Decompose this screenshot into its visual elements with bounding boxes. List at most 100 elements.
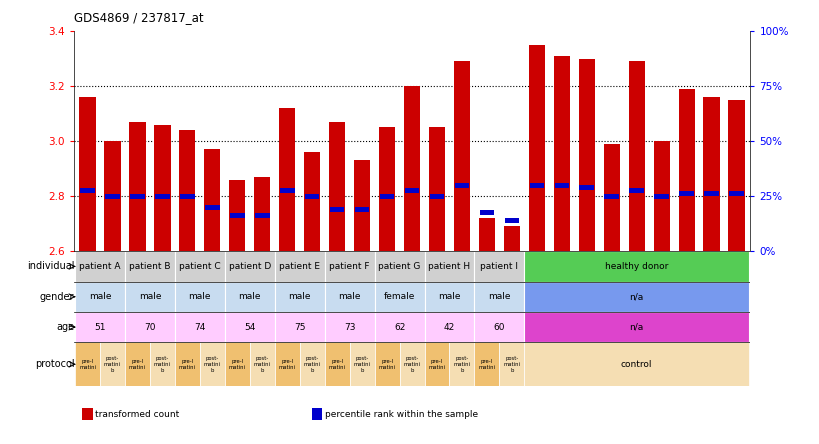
Bar xyxy=(229,213,244,218)
Text: male: male xyxy=(288,292,310,301)
Bar xyxy=(454,183,468,188)
Bar xyxy=(100,342,124,386)
Bar xyxy=(324,281,374,312)
Text: post-
matini
b: post- matini b xyxy=(403,356,420,373)
Text: 70: 70 xyxy=(144,323,156,332)
Bar xyxy=(499,342,523,386)
Text: individual: individual xyxy=(27,262,75,271)
Bar xyxy=(329,207,344,212)
Text: 60: 60 xyxy=(493,323,505,332)
Bar xyxy=(150,342,174,386)
Text: pre-I
matini: pre-I matini xyxy=(328,359,346,370)
Bar xyxy=(104,141,120,251)
Text: protocol: protocol xyxy=(34,359,75,369)
Text: 54: 54 xyxy=(244,323,256,332)
Bar xyxy=(523,281,748,312)
Bar xyxy=(628,61,644,251)
Text: pre-I
matini: pre-I matini xyxy=(179,359,196,370)
Text: 51: 51 xyxy=(94,323,106,332)
Bar xyxy=(479,210,494,215)
Bar xyxy=(200,342,224,386)
Bar xyxy=(378,127,395,251)
Bar xyxy=(727,100,744,251)
Bar xyxy=(224,342,250,386)
Bar xyxy=(704,191,718,196)
Text: age: age xyxy=(57,322,75,332)
Text: transformed count: transformed count xyxy=(95,410,179,419)
Bar xyxy=(224,251,274,281)
Text: post-
matini
b: post- matini b xyxy=(503,356,520,373)
Bar xyxy=(155,194,170,198)
Bar xyxy=(677,89,694,251)
Text: male: male xyxy=(238,292,260,301)
Bar xyxy=(80,188,95,193)
Text: patient B: patient B xyxy=(129,262,170,271)
Bar xyxy=(354,160,370,251)
Bar xyxy=(379,194,394,198)
Text: post-
matini
b: post- matini b xyxy=(104,356,121,373)
Bar xyxy=(75,342,100,386)
Text: patient C: patient C xyxy=(179,262,220,271)
Bar xyxy=(254,177,270,251)
Bar xyxy=(355,207,369,212)
Bar xyxy=(424,251,474,281)
Text: male: male xyxy=(138,292,161,301)
Bar xyxy=(449,342,474,386)
Text: patient H: patient H xyxy=(428,262,470,271)
Bar xyxy=(503,226,519,251)
Bar xyxy=(474,312,523,342)
Bar xyxy=(504,218,518,223)
Bar xyxy=(523,251,748,281)
Bar xyxy=(554,183,568,188)
Bar xyxy=(428,127,445,251)
Text: pre-I
matini: pre-I matini xyxy=(129,359,146,370)
Bar xyxy=(75,251,124,281)
Text: post-
matini
b: post- matini b xyxy=(154,356,170,373)
Bar xyxy=(474,281,523,312)
Bar xyxy=(129,122,146,251)
Bar xyxy=(174,251,224,281)
Bar xyxy=(474,342,499,386)
Text: post-
matini
b: post- matini b xyxy=(453,356,470,373)
Bar xyxy=(654,194,668,198)
Bar xyxy=(79,97,96,251)
Bar xyxy=(75,281,124,312)
Bar xyxy=(204,150,220,251)
Bar xyxy=(154,125,170,251)
Text: post-
matini
b: post- matini b xyxy=(303,356,320,373)
Bar xyxy=(174,312,224,342)
Bar xyxy=(229,180,245,251)
Bar xyxy=(304,152,320,251)
Text: 73: 73 xyxy=(343,323,355,332)
Text: male: male xyxy=(188,292,210,301)
Bar xyxy=(629,188,643,193)
Bar xyxy=(174,342,200,386)
Bar xyxy=(274,312,324,342)
Text: patient G: patient G xyxy=(378,262,420,271)
Text: patient E: patient E xyxy=(279,262,320,271)
Bar xyxy=(124,251,174,281)
Bar xyxy=(678,191,693,196)
Bar xyxy=(424,312,474,342)
Text: male: male xyxy=(88,292,111,301)
Bar xyxy=(255,213,269,218)
Text: male: male xyxy=(437,292,460,301)
Bar xyxy=(374,312,424,342)
Text: gender: gender xyxy=(40,292,75,302)
Bar xyxy=(424,342,449,386)
Bar xyxy=(523,342,748,386)
Text: GDS4869 / 237817_at: GDS4869 / 237817_at xyxy=(74,12,203,24)
Text: pre-I
matini: pre-I matini xyxy=(378,359,395,370)
Bar xyxy=(405,188,419,193)
Bar xyxy=(324,251,374,281)
Bar xyxy=(374,342,399,386)
Bar xyxy=(250,342,274,386)
Bar xyxy=(523,312,748,342)
Bar xyxy=(399,342,424,386)
Bar xyxy=(305,194,319,198)
Text: pre-I
matini: pre-I matini xyxy=(79,359,96,370)
Text: male: male xyxy=(338,292,360,301)
Text: n/a: n/a xyxy=(629,292,643,301)
Text: n/a: n/a xyxy=(629,323,643,332)
Bar xyxy=(604,194,618,198)
